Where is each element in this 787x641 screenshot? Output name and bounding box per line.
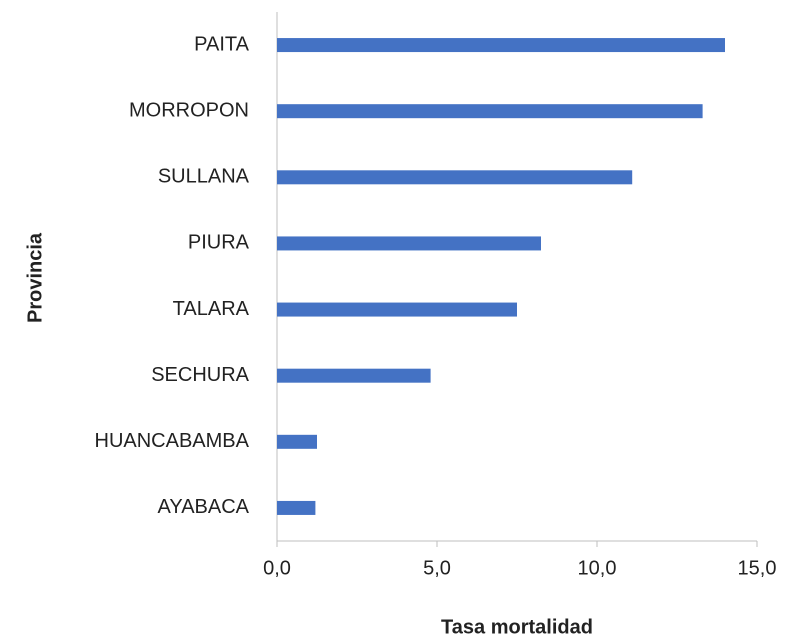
y-tick-label: SULLANA bbox=[158, 166, 250, 188]
bar bbox=[277, 302, 517, 317]
y-tick-label: SECHURA bbox=[151, 364, 249, 386]
y-tick-label: AYABACA bbox=[157, 496, 249, 518]
bar bbox=[277, 38, 725, 53]
y-tick-label: HUANCABAMBA bbox=[95, 430, 250, 452]
x-axis-title: Tasa mortalidad bbox=[441, 616, 593, 638]
x-tick-label: 0,0 bbox=[263, 557, 291, 579]
y-axis-title: Provincia bbox=[24, 232, 46, 323]
y-tick-label: MORROPON bbox=[129, 99, 249, 121]
x-tick-label: 5,0 bbox=[423, 557, 451, 579]
bar bbox=[277, 500, 316, 515]
bar bbox=[277, 368, 431, 383]
y-tick-label: PIURA bbox=[188, 232, 250, 254]
bar bbox=[277, 236, 541, 251]
bar bbox=[277, 104, 703, 119]
x-tick-label: 10,0 bbox=[578, 557, 617, 579]
bar bbox=[277, 434, 317, 449]
bar bbox=[277, 170, 633, 185]
y-tick-label: PAITA bbox=[194, 33, 249, 55]
x-tick-label: 15,0 bbox=[738, 557, 777, 579]
y-tick-label: TALARA bbox=[173, 298, 250, 320]
